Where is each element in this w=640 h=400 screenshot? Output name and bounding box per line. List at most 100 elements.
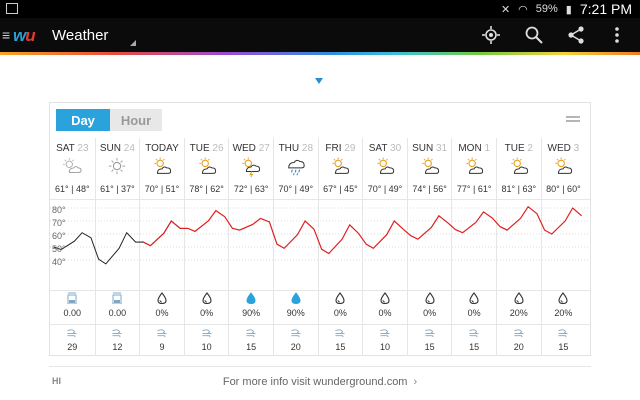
day-name: FRI [325,143,342,154]
search-icon[interactable] [523,24,545,46]
day-name: THU [278,143,300,154]
wind-icon [514,329,524,338]
battery-percent: 59% [535,3,558,15]
wind-speed: 15 [424,342,435,352]
high-low-temps: 61° | 48° [55,184,90,194]
day-column[interactable]: FRI 29 67° | 45° 0% 15 [317,138,363,356]
high-low-temps: 81° | 63° [501,184,537,194]
day-name: SAT [368,143,388,154]
precipitation-value: 0.00 [108,308,127,318]
high-low-temps: 61° | 37° [100,184,135,194]
partly-cloudy-icon [198,157,216,174]
day-name: MON [458,143,482,154]
status-bar: ✕ ◠ 59% ▮ 7:21 PM [0,0,640,18]
overflow-menu-icon[interactable] [606,24,628,46]
day-label: SUN 24 [96,143,140,154]
day-label: WED 27 [229,143,273,154]
wind-icon [424,329,435,338]
drop-outline-icon [335,292,345,304]
day-label: FRI 29 [319,143,363,154]
day-column[interactable]: TODAY 70° | 51° 0% 9 [139,138,184,356]
y-axis-label: 50° [52,244,66,254]
more-info-text: For more info visit wunderground.com [222,376,408,388]
day-column[interactable]: WED 27 72° | 63° 90% 15 [228,138,273,356]
wind-speed: 15 [335,342,346,352]
wind-speed: 29 [67,342,78,352]
day-column[interactable]: THU 28 70° | 49° 90% 20 [273,138,318,356]
wind-row-label: HI [52,376,61,386]
clock: 7:21 PM [579,1,632,17]
wind-icon [67,329,77,338]
day-column[interactable]: WED 3 80° | 60° 20% 15 [540,138,586,356]
divider [50,290,590,291]
high-low-temps: 70° | 49° [278,184,314,194]
rain-gauge-icon [67,292,77,304]
wind-icon [157,329,167,338]
precipitation-value: 90% [242,308,261,318]
precipitation-value: 90% [286,308,305,318]
day-name: WED [232,143,256,154]
day-date: 31 [435,143,448,154]
day-column[interactable]: TUE 26 78° | 62° 0% 10 [183,138,229,356]
share-icon[interactable] [565,24,587,46]
day-column[interactable]: MON 1 77° | 61° 0% 15 [451,138,496,356]
wind-speed: 15 [246,342,257,352]
high-low-temps: 70° | 49° [367,184,403,194]
high-low-temps: 70° | 51° [144,184,180,194]
precipitation-value: 0% [200,308,214,318]
forecast-temperature-line [142,205,582,255]
partly-cloudy-icon [377,157,395,174]
day-label: TUE 2 [497,143,541,154]
wind-speed: 9 [159,342,165,352]
wind-icon [380,329,390,338]
partly-cloudy-icon [154,157,172,174]
drop-outline-icon [380,292,390,304]
precipitation-value: 0.00 [63,308,82,318]
day-label: THU 28 [274,143,318,154]
high-low-temps: 74° | 56° [412,184,447,194]
day-name: TUE [189,143,210,154]
day-label: TUE 26 [185,143,229,154]
day-date: 26 [212,143,224,154]
app-title: Weather [52,27,109,44]
location-target-icon[interactable] [480,24,502,46]
y-axis-label: 40° [52,257,66,267]
wind-icon [469,329,479,338]
drop-outline-icon [425,292,435,304]
high-low-temps: 77° | 61° [456,184,492,194]
day-date: 3 [573,143,580,154]
day-date: 24 [123,143,135,154]
day-name: SUN [412,143,434,154]
mute-icon: ✕ [500,3,511,16]
hour-toggle-button[interactable]: Hour [110,109,162,131]
day-column[interactable]: SAT 30 70° | 49° 0% 10 [362,138,407,356]
chance-storm-icon [242,157,261,177]
partly-cloudy-icon [466,157,484,174]
day-label: TODAY [140,143,184,154]
wind-speed: 20 [290,342,301,352]
wu-logo[interactable]: wu [13,26,36,45]
color-stripe [0,52,640,55]
day-date: 29 [344,143,356,154]
precipitation-value: 0% [378,308,392,318]
screenshot-notification-icon [6,3,18,14]
menu-lines-icon[interactable] [566,116,580,122]
sunny-icon [109,157,126,175]
more-info-link[interactable]: For more info visit wunderground.com › [49,366,591,396]
day-name: TODAY [145,143,179,154]
y-axis-label: 80° [52,205,66,215]
wind-icon [201,329,212,338]
day-toggle-button[interactable]: Day [56,109,110,131]
day-date: 1 [484,143,491,154]
expand-caret-icon[interactable] [315,78,323,84]
wind-speed: 10 [201,342,212,352]
wind-icon [335,329,345,338]
day-column[interactable]: TUE 2 81° | 63° 20% 20 [496,138,541,356]
day-column[interactable]: SAT 23 61° | 48° 0.00 29 [50,138,95,356]
precipitation-value: 20% [554,308,573,318]
day-label: SAT 30 [363,143,407,154]
drawer-icon[interactable]: ≡ [2,27,11,43]
drop-outline-icon [469,292,479,304]
wind-speed: 10 [379,342,390,352]
day-label: SAT 23 [50,143,95,154]
